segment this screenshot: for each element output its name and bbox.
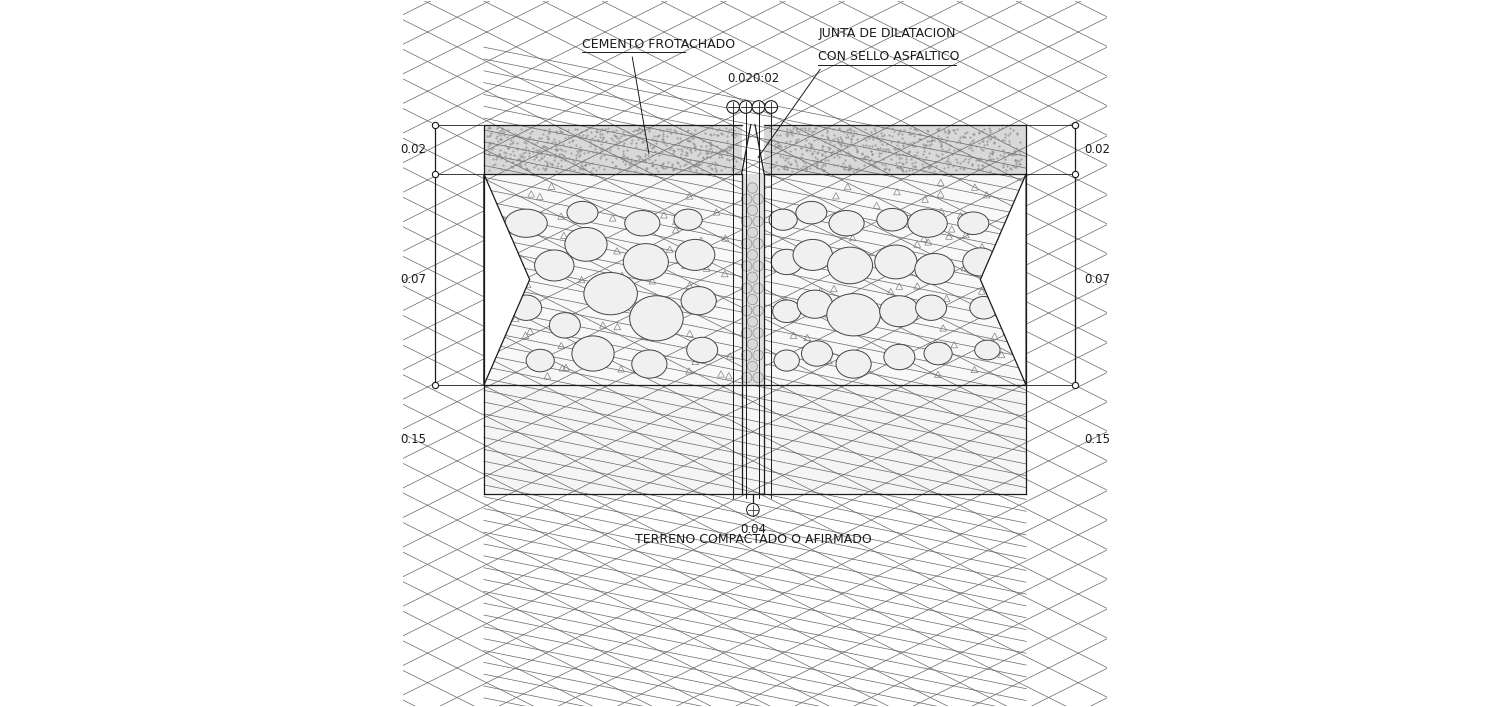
Circle shape bbox=[741, 216, 752, 227]
Ellipse shape bbox=[793, 240, 832, 270]
Ellipse shape bbox=[924, 342, 953, 365]
Polygon shape bbox=[483, 174, 530, 385]
Text: 0.020:02: 0.020:02 bbox=[726, 72, 779, 85]
Circle shape bbox=[753, 373, 763, 382]
Bar bbox=[741, 174, 764, 385]
Circle shape bbox=[747, 294, 758, 305]
Circle shape bbox=[753, 350, 763, 361]
Circle shape bbox=[747, 228, 758, 238]
Ellipse shape bbox=[827, 247, 873, 284]
Text: 0.07: 0.07 bbox=[400, 273, 426, 286]
Circle shape bbox=[741, 238, 752, 249]
Circle shape bbox=[753, 261, 763, 271]
Ellipse shape bbox=[880, 296, 920, 327]
Text: CON SELLO ASFALTICO: CON SELLO ASFALTICO bbox=[818, 50, 960, 64]
Ellipse shape bbox=[584, 272, 637, 315]
Ellipse shape bbox=[829, 211, 864, 236]
Circle shape bbox=[726, 100, 740, 113]
Ellipse shape bbox=[874, 245, 917, 279]
Bar bbox=[764, 124, 1027, 174]
Circle shape bbox=[741, 350, 752, 361]
Ellipse shape bbox=[963, 248, 998, 276]
Ellipse shape bbox=[796, 201, 827, 224]
Bar bbox=[483, 124, 741, 174]
Ellipse shape bbox=[797, 290, 832, 318]
Circle shape bbox=[741, 261, 752, 271]
Circle shape bbox=[753, 238, 763, 249]
Ellipse shape bbox=[624, 244, 669, 280]
Ellipse shape bbox=[769, 209, 797, 230]
Circle shape bbox=[741, 373, 752, 382]
Ellipse shape bbox=[915, 295, 947, 320]
Text: 0.07: 0.07 bbox=[1084, 273, 1110, 286]
Bar bbox=[483, 385, 1027, 494]
Ellipse shape bbox=[566, 201, 598, 224]
Text: 0.04: 0.04 bbox=[740, 522, 766, 535]
Ellipse shape bbox=[957, 212, 989, 235]
Ellipse shape bbox=[772, 250, 802, 274]
Circle shape bbox=[753, 305, 763, 316]
Ellipse shape bbox=[504, 209, 547, 238]
Circle shape bbox=[747, 317, 758, 327]
Ellipse shape bbox=[975, 340, 1000, 360]
Text: JUNTA DE DILATACION: JUNTA DE DILATACION bbox=[818, 27, 956, 40]
Text: 0.15: 0.15 bbox=[1084, 433, 1110, 446]
Circle shape bbox=[747, 182, 758, 193]
Bar bbox=[764, 174, 1027, 385]
Ellipse shape bbox=[572, 336, 615, 371]
Text: TERRENO COMPACTADO O AFIRMADO: TERRENO COMPACTADO O AFIRMADO bbox=[634, 533, 871, 546]
Text: CEMENTO FROTACHADO: CEMENTO FROTACHADO bbox=[583, 37, 735, 51]
Ellipse shape bbox=[535, 250, 574, 281]
Ellipse shape bbox=[681, 286, 716, 315]
Circle shape bbox=[766, 100, 778, 113]
Ellipse shape bbox=[565, 228, 607, 262]
Circle shape bbox=[741, 328, 752, 338]
Ellipse shape bbox=[773, 300, 800, 322]
Circle shape bbox=[747, 272, 758, 282]
Ellipse shape bbox=[883, 344, 915, 370]
Bar bbox=[483, 174, 741, 385]
Circle shape bbox=[753, 194, 763, 204]
Circle shape bbox=[753, 283, 763, 293]
Circle shape bbox=[747, 250, 758, 260]
Circle shape bbox=[747, 339, 758, 349]
Circle shape bbox=[741, 283, 752, 293]
Ellipse shape bbox=[802, 341, 832, 366]
Ellipse shape bbox=[775, 350, 799, 371]
Circle shape bbox=[741, 194, 752, 204]
Ellipse shape bbox=[510, 295, 542, 320]
Polygon shape bbox=[980, 174, 1027, 385]
Circle shape bbox=[747, 205, 758, 216]
Text: 0.02: 0.02 bbox=[400, 143, 426, 156]
Ellipse shape bbox=[675, 240, 714, 270]
Ellipse shape bbox=[969, 296, 998, 319]
Text: 0.02: 0.02 bbox=[1084, 143, 1110, 156]
Circle shape bbox=[752, 100, 766, 113]
Ellipse shape bbox=[625, 211, 660, 236]
Ellipse shape bbox=[877, 209, 908, 231]
Bar bbox=[483, 385, 1027, 494]
Ellipse shape bbox=[827, 293, 880, 336]
Ellipse shape bbox=[837, 350, 871, 378]
Circle shape bbox=[753, 216, 763, 227]
Ellipse shape bbox=[525, 349, 554, 372]
Ellipse shape bbox=[550, 312, 580, 338]
Circle shape bbox=[741, 305, 752, 316]
Ellipse shape bbox=[631, 350, 667, 378]
Ellipse shape bbox=[908, 209, 947, 238]
Ellipse shape bbox=[630, 296, 683, 341]
Circle shape bbox=[747, 361, 758, 372]
Circle shape bbox=[740, 100, 752, 113]
Ellipse shape bbox=[915, 254, 954, 284]
Ellipse shape bbox=[673, 209, 702, 230]
Ellipse shape bbox=[687, 337, 717, 363]
Text: 0.15: 0.15 bbox=[400, 433, 426, 446]
Circle shape bbox=[753, 328, 763, 338]
Circle shape bbox=[746, 503, 760, 516]
